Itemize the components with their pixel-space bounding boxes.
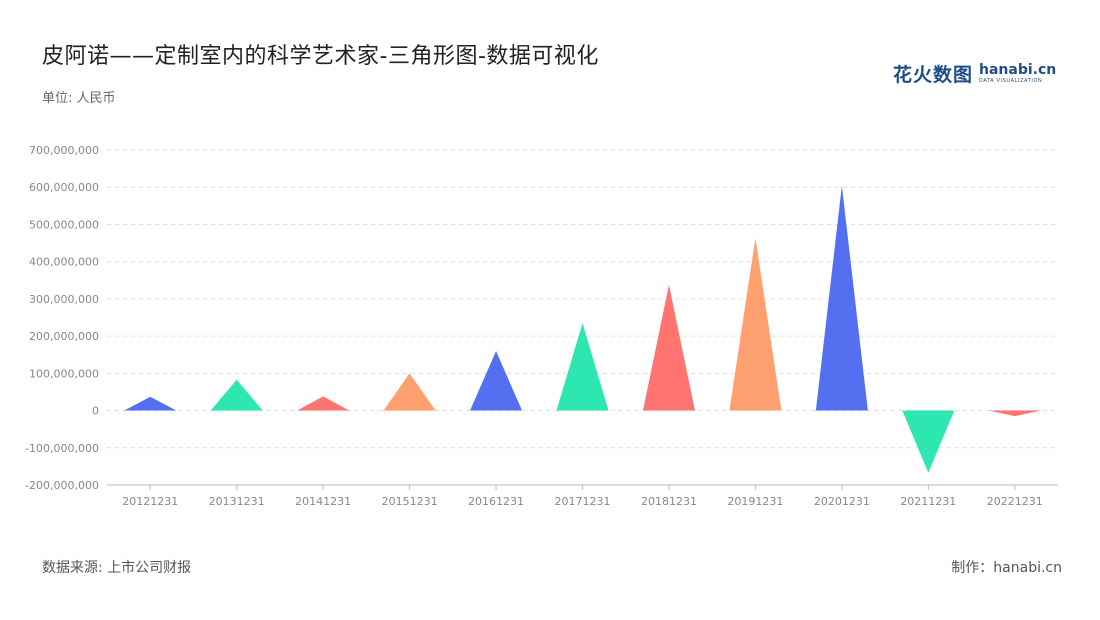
triangle-bar <box>470 351 523 411</box>
y-tick-label: 200,000,000 <box>29 330 99 343</box>
triangle-bar <box>988 410 1041 417</box>
brand-tagline: DATA VISUALIZATION <box>979 78 1043 84</box>
x-tick-label: 20161231 <box>468 495 524 508</box>
triangle-bar <box>815 185 868 411</box>
unit-label: 单位: 人民币 <box>42 91 116 106</box>
y-tick-label: 500,000,000 <box>29 218 99 231</box>
x-tick-label: 20171231 <box>555 495 611 508</box>
y-tick-label: 0 <box>92 405 99 418</box>
x-tick-label: 20211231 <box>900 495 956 508</box>
y-tick-label: 700,000,000 <box>29 144 99 157</box>
x-tick-label: 20151231 <box>382 495 438 508</box>
credit-label: 制作：hanabi.cn <box>951 560 1062 576</box>
triangle-bar <box>556 323 609 411</box>
triangle-bar <box>642 284 695 411</box>
y-tick-label: -100,000,000 <box>25 442 99 455</box>
axis-layer: -200,000,000 -100,000,000 0 100,000,000 200,… <box>25 144 1058 508</box>
data-source: 数据来源: 上市公司财报 <box>42 560 192 576</box>
y-tick-label: 100,000,000 <box>29 367 99 380</box>
x-tick-label: 20201231 <box>814 495 870 508</box>
brand-name-cn: 花火数图 <box>893 64 974 86</box>
mark-layer <box>124 185 1041 473</box>
brand-name-en: hanabi.cn <box>979 62 1057 78</box>
x-tick-label: 20141231 <box>295 495 351 508</box>
brand-logo: 花火数图 hanabi.cn DATA VISUALIZATION <box>893 60 1056 87</box>
triangle-bar <box>383 373 436 411</box>
triangle-bar <box>297 396 350 411</box>
x-tick-label: 20121231 <box>122 495 178 508</box>
triangle-bar <box>729 238 782 411</box>
y-tick-label: 300,000,000 <box>29 293 99 306</box>
y-tick-label: -200,000,000 <box>25 479 99 492</box>
brand-name-en-block: hanabi.cn DATA VISUALIZATION <box>979 63 1056 84</box>
chart-title: 皮阿诺——定制室内的科学艺术家-三角形图-数据可视化 <box>42 44 599 69</box>
x-tick-label: 20181231 <box>641 495 697 508</box>
y-tick-label: 600,000,000 <box>29 181 99 194</box>
triangle-bar <box>210 379 263 411</box>
triangle-bar <box>124 396 177 411</box>
y-tick-label: 400,000,000 <box>29 256 99 269</box>
x-tick-label: 20131231 <box>209 495 265 508</box>
x-tick-label: 20221231 <box>987 495 1043 508</box>
triangle-bar <box>902 410 955 473</box>
x-tick-label: 20191231 <box>727 495 783 508</box>
